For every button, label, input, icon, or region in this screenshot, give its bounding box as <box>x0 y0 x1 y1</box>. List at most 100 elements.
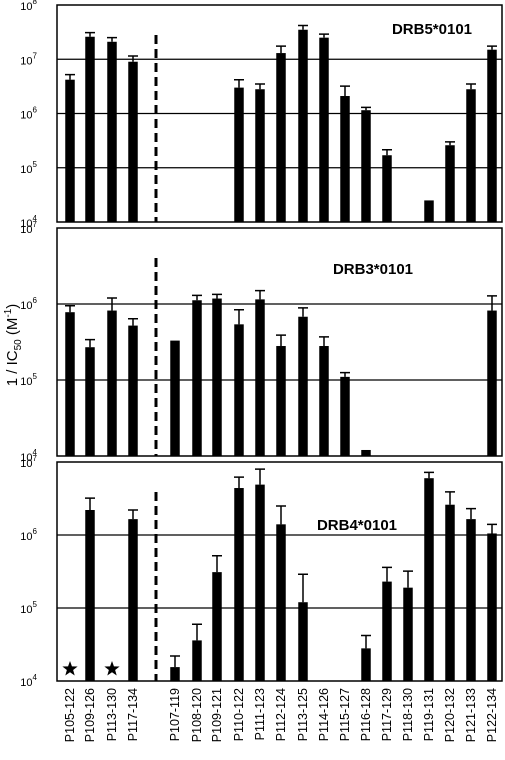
bar-p108-120 <box>192 640 202 681</box>
x-tick-label: P110-122 <box>232 688 246 741</box>
bar-p120-132 <box>445 504 455 681</box>
x-tick-label: P121-133 <box>464 688 478 742</box>
y-tick-label: 106 <box>20 296 37 312</box>
error-bar <box>107 36 117 42</box>
error-bar <box>255 83 265 90</box>
error-bar <box>487 523 497 534</box>
bar-p116-128 <box>361 110 371 222</box>
bar-p108-120 <box>192 300 202 456</box>
panel-title: DRB5*0101 <box>392 21 472 38</box>
error-bar <box>361 106 371 111</box>
error-bar <box>255 468 265 485</box>
error-bar <box>340 371 350 377</box>
error-bar <box>255 289 265 300</box>
y-tick-label: 107 <box>20 51 37 67</box>
x-tick-label: P114-126 <box>317 688 331 741</box>
error-bar <box>65 73 75 80</box>
bar-p116-128 <box>361 648 371 681</box>
error-bar <box>128 55 138 62</box>
error-bar <box>445 491 455 505</box>
bar-p112-124 <box>276 53 286 222</box>
x-tick-label: P119-131 <box>422 688 436 741</box>
panel-title: DRB4*0101 <box>317 517 397 534</box>
x-tick-label: P118-130 <box>401 688 415 741</box>
x-tick-label: P115-127 <box>338 688 352 741</box>
x-tick-label: P116-128 <box>359 688 373 741</box>
x-tick-label: P113-130 <box>105 688 119 741</box>
error-bar <box>403 570 413 588</box>
bar-p107-119 <box>170 667 180 681</box>
bar-p109-126 <box>85 510 95 681</box>
bar-p110-122 <box>234 324 244 456</box>
y-tick-label: 105 <box>20 372 37 388</box>
bar-p112-124 <box>276 346 286 456</box>
x-tick-label: P107-119 <box>168 688 182 741</box>
error-bar <box>85 31 95 37</box>
x-tick-label: P113-125 <box>296 688 310 741</box>
x-tick-label: P122-134 <box>485 688 499 742</box>
bar-p111-123 <box>255 89 265 223</box>
bar-p109-121 <box>212 298 222 456</box>
y-tick-label: 105 <box>20 600 37 616</box>
bar-p109-126 <box>85 36 95 222</box>
bar-p117-129 <box>382 155 392 222</box>
error-bar <box>276 45 286 54</box>
error-bar <box>234 78 244 88</box>
bar-p113-125 <box>298 29 308 222</box>
error-bar <box>212 293 222 299</box>
error-bar <box>319 336 329 347</box>
error-bar <box>107 297 117 311</box>
bar-p105-122 <box>65 312 75 456</box>
panel-title: DRB3*0101 <box>333 261 413 278</box>
error-bar <box>466 507 476 520</box>
x-tick-label: P109-121 <box>210 688 224 742</box>
y-tick-label: 104 <box>20 673 37 689</box>
error-bar <box>128 317 138 326</box>
error-bar <box>298 573 308 603</box>
bar-p114-126 <box>319 346 329 456</box>
bar-p118-130 <box>403 587 413 681</box>
bar-p119-131 <box>424 200 434 222</box>
bar-p116-128 <box>361 449 371 456</box>
x-tick-label: P111-123 <box>253 688 267 740</box>
x-tick-label: P120-132 <box>443 688 457 742</box>
error-bar <box>340 85 350 97</box>
y-tick-label: 106 <box>20 527 37 543</box>
error-bar <box>192 294 202 301</box>
error-bar <box>487 295 497 311</box>
bar-p107-119 <box>170 340 180 456</box>
error-bar <box>85 497 95 511</box>
bar-p115-127 <box>340 376 350 456</box>
bar-p115-127 <box>340 96 350 222</box>
bar-p114-126 <box>319 37 329 222</box>
error-bar <box>445 141 455 146</box>
error-bar <box>170 655 180 668</box>
bar-p113-130 <box>107 310 117 456</box>
x-tick-label: P117-129 <box>380 688 394 741</box>
star-icon <box>104 661 120 676</box>
error-bar <box>424 471 434 479</box>
bar-p119-131 <box>424 478 434 681</box>
error-bar <box>487 45 497 50</box>
bar-p105-122 <box>65 79 75 223</box>
error-bar <box>276 505 286 525</box>
x-tick-label: P117-134 <box>126 688 140 741</box>
bar-p111-123 <box>255 299 265 456</box>
star-icon <box>62 661 78 676</box>
bar-p109-121 <box>212 572 222 681</box>
bar-p111-123 <box>255 484 265 681</box>
bar-p122-134 <box>487 533 497 681</box>
error-bar <box>361 634 371 649</box>
bar-p121-133 <box>466 89 476 223</box>
error-bar <box>212 554 222 573</box>
error-bar <box>234 476 244 489</box>
x-tick-label: P108-120 <box>190 688 204 742</box>
bar-p122-134 <box>487 310 497 456</box>
bar-p120-132 <box>445 145 455 222</box>
y-tick-label: 106 <box>20 106 37 122</box>
y-axis-label: 1 / IC50 (M-1) <box>3 304 24 387</box>
